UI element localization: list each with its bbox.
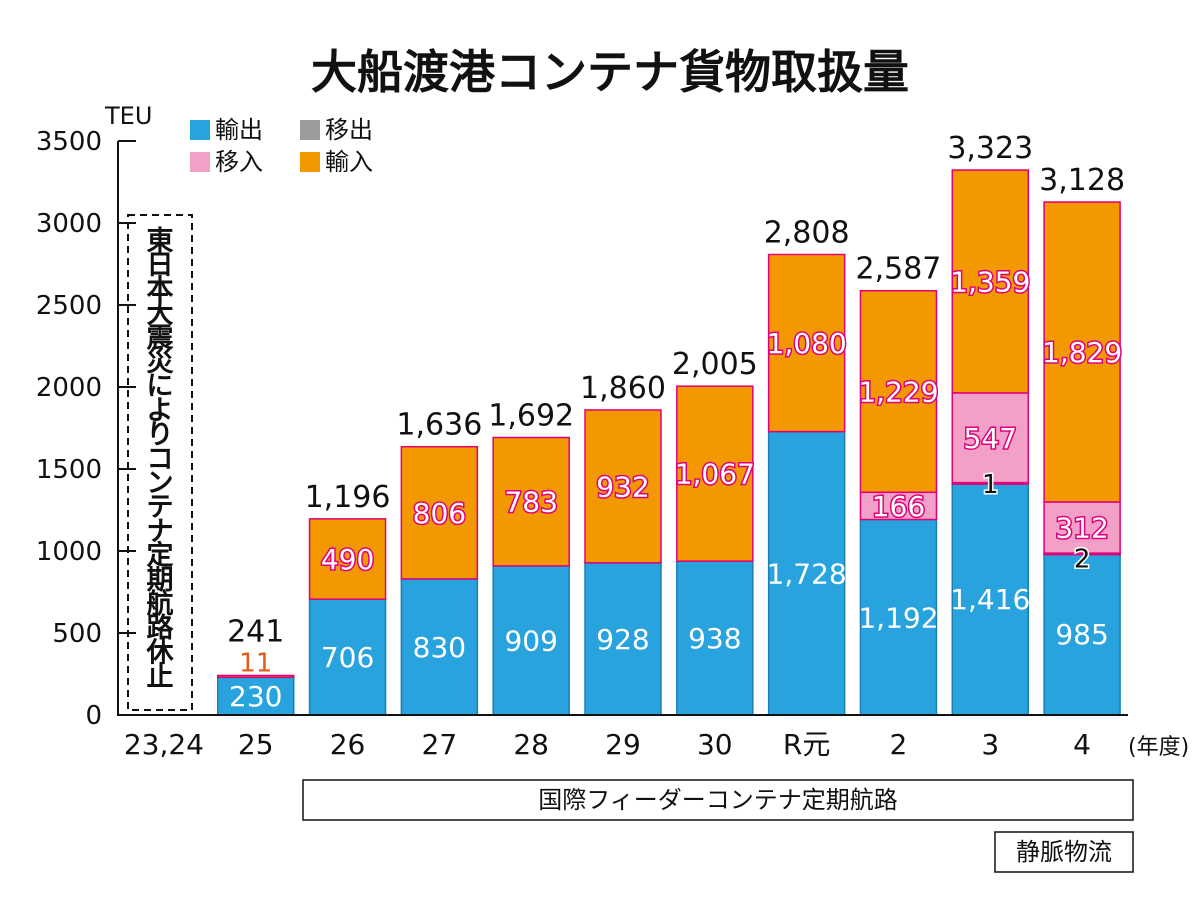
data-label: 928	[596, 623, 649, 656]
y-axis: 0 500 1000 1500 2000 2500 3000 3500	[36, 127, 136, 731]
data-label: 985	[1055, 618, 1108, 651]
y-tick-label: 500	[52, 619, 102, 649]
data-label: 11	[239, 648, 272, 678]
bar-segment-輸出	[400, 578, 479, 716]
legend-swatch	[190, 152, 210, 172]
total-label: 1,860	[580, 371, 666, 406]
data-label: 312	[1055, 512, 1108, 545]
data-label: 166	[872, 490, 925, 523]
data-label: 2	[1074, 544, 1091, 574]
bar-segment-輸入	[859, 289, 938, 494]
data-label: 1,359	[950, 265, 1030, 298]
bar-segment-輸入	[1043, 201, 1121, 503]
x-tick-label: 23,24	[124, 728, 204, 761]
legend-label: 移出	[325, 116, 373, 144]
route-label-box	[302, 779, 1134, 821]
x-tick-label: R元	[783, 728, 830, 761]
legend-label: 輸出	[215, 116, 263, 144]
bar-segment-輸出	[767, 430, 846, 716]
bar-segment-輸入	[767, 253, 846, 433]
source-label: 静脈物流	[1016, 838, 1112, 866]
total-label: 3,128	[1039, 163, 1125, 198]
data-label: 938	[688, 622, 741, 655]
data-label: 830	[413, 631, 466, 664]
data-label: 1,080	[767, 327, 847, 360]
bar-segment-輸出	[1043, 552, 1121, 716]
x-tick-label: 26	[330, 728, 366, 761]
data-label: 783	[504, 486, 557, 519]
y-tick-label: 3000	[36, 209, 102, 239]
chart-title: 大船渡港コンテナ貨物取扱量	[311, 45, 909, 99]
x-axis: 23,24 25 26 27 28 29 30 R元 2 3 4	[118, 714, 1128, 761]
data-label: 1,192	[858, 601, 938, 634]
data-label: 1,229	[858, 376, 938, 409]
route-label: 国際フィーダーコンテナ定期航路	[538, 786, 898, 814]
y-tick-label: 1000	[36, 537, 102, 567]
bar-segment-輸出	[676, 560, 754, 716]
total-label: 1,692	[488, 399, 574, 434]
data-label: 1,067	[675, 458, 755, 491]
bar-segment-輸入	[308, 518, 387, 600]
data-label: 1,728	[767, 557, 847, 590]
x-tick-label: 27	[422, 728, 458, 761]
legend-label: 移入	[215, 148, 263, 176]
bar-segment-輸入	[584, 409, 662, 564]
data-label: 909	[504, 624, 557, 657]
suspension-note-box	[127, 214, 193, 711]
x-tick-label: 25	[238, 728, 274, 761]
total-label: 241	[227, 614, 284, 649]
x-tick-label: 3	[981, 728, 999, 761]
data-label: 230	[229, 680, 282, 713]
x-tick-label: 2	[890, 728, 908, 761]
total-label: 1,196	[305, 480, 391, 515]
total-label: 3,323	[947, 131, 1033, 166]
suspension-note: 東日本大震災によりコンテナ定期航路休止	[146, 226, 175, 693]
bar-segment-輸入	[676, 385, 754, 562]
bar-segment-移入	[951, 392, 1030, 484]
bar-segment-輸入	[492, 436, 570, 567]
data-label: 706	[321, 641, 374, 674]
bar-segment-輸入	[951, 169, 1030, 394]
bar-segment-輸入	[400, 445, 479, 580]
total-label: 2,808	[764, 215, 850, 250]
data-label: 1	[982, 470, 999, 500]
y-tick-label: 2000	[36, 373, 102, 403]
y-tick-label: 1500	[36, 455, 102, 485]
data-label: 1,829	[1042, 336, 1122, 369]
bar-segment-移入	[859, 491, 938, 521]
legend-swatch	[190, 120, 210, 140]
x-tick-label: 29	[605, 728, 641, 761]
source-box	[994, 831, 1134, 873]
total-label: 2,005	[672, 347, 758, 382]
data-label: 547	[964, 422, 1017, 455]
total-label: 1,636	[396, 408, 482, 443]
legend-swatch	[300, 152, 320, 172]
x-tick-label: 4	[1073, 728, 1091, 761]
legend-swatch	[300, 120, 320, 140]
legend-label: 輸入	[325, 148, 373, 176]
bar-segment-輸出	[308, 598, 387, 716]
x-tick-label: 28	[513, 728, 549, 761]
total-label: 2,587	[856, 252, 942, 287]
data-label: 932	[596, 470, 649, 503]
data-label: 806	[413, 497, 466, 530]
bar-segment-輸出	[859, 518, 938, 716]
y-tick-label: 2500	[36, 291, 102, 321]
x-axis-unit: (年度)	[1128, 735, 1189, 760]
data-label: 490	[321, 543, 374, 576]
y-tick-label: 3500	[36, 127, 102, 157]
bar-segment-輸入	[216, 674, 295, 679]
data-label: 1,416	[950, 583, 1030, 616]
y-axis-label: TEU	[104, 102, 152, 130]
y-tick-label: 0	[85, 701, 102, 731]
x-tick-label: 30	[697, 728, 733, 761]
